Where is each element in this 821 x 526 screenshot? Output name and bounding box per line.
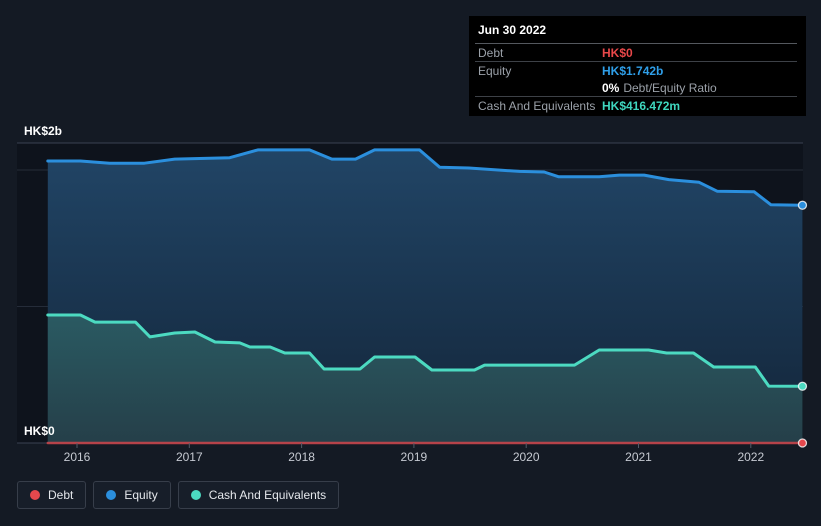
- tooltip-ratio-value: 0% Debt/Equity Ratio: [602, 81, 717, 95]
- x-axis-label: 2021: [625, 450, 652, 464]
- tooltip: Jun 30 2022 Debt HK$0 Equity HK$1.742b 0…: [469, 16, 806, 116]
- tooltip-debt-label: Debt: [478, 45, 504, 60]
- legend-button-cash[interactable]: Cash And Equivalents: [177, 481, 340, 509]
- end-dot-cash-and-equivalents: [797, 381, 808, 391]
- x-axis-label: 2016: [63, 450, 91, 464]
- legend: Debt Equity Cash And Equivalents: [17, 481, 340, 509]
- area-cash-and-equivalents: [47, 315, 803, 443]
- tooltip-equity-value: HK$1.742b: [602, 63, 664, 78]
- cash-dot-icon: [190, 490, 201, 500]
- tooltip-row-cash: Cash And Equivalents HK$416.472m: [475, 97, 797, 114]
- x-axis-label: 2019: [400, 450, 428, 464]
- x-axis-label: 2020: [512, 450, 540, 464]
- y-axis-label-bottom: HK$0: [24, 424, 55, 438]
- tooltip-ratio-label: Debt/Equity Ratio: [623, 80, 717, 95]
- legend-equity-label: Equity: [124, 488, 158, 502]
- tooltip-row-debt: Debt HK$0: [475, 44, 797, 62]
- x-axis-label: 2022: [737, 450, 765, 464]
- x-axis-label: 2018: [288, 450, 315, 464]
- legend-button-debt[interactable]: Debt: [17, 481, 87, 509]
- x-axis-label: 2017: [175, 450, 203, 464]
- legend-button-equity[interactable]: Equity: [93, 481, 171, 509]
- legend-debt-label: Debt: [48, 488, 74, 502]
- equity-dot-icon: [106, 490, 117, 500]
- tooltip-date: Jun 30 2022: [475, 16, 797, 44]
- tooltip-debt-value: HK$0: [602, 45, 633, 60]
- legend-cash-label: Cash And Equivalents: [208, 488, 327, 502]
- line-equity: [46, 148, 804, 207]
- tooltip-cash-value: HK$416.472m: [602, 98, 681, 113]
- tooltip-cash-label: Cash And Equivalents: [478, 98, 596, 113]
- y-axis-label-top: HK$2b: [24, 124, 63, 138]
- debt-dot-icon: [30, 490, 40, 500]
- line-cash-and-equivalents: [46, 313, 804, 388]
- end-dot-equity: [797, 200, 808, 210]
- tooltip-row-ratio: 0% Debt/Equity Ratio: [475, 79, 797, 97]
- end-dot-debt: [797, 438, 808, 448]
- tooltip-equity-label: Equity: [478, 63, 512, 78]
- tooltip-ratio-pct: 0%: [602, 80, 620, 95]
- tooltip-row-equity: Equity HK$1.742b: [475, 62, 797, 79]
